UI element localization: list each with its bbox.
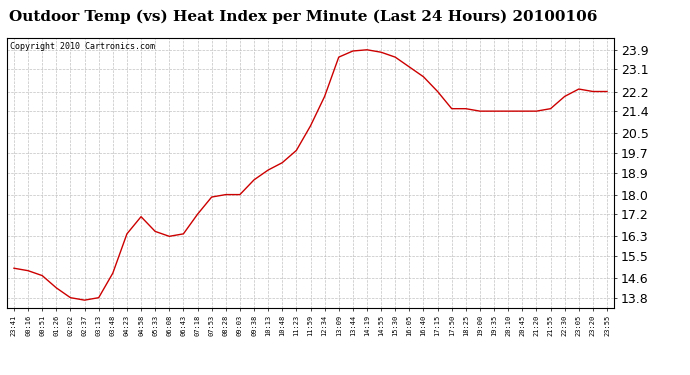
Text: Copyright 2010 Cartronics.com: Copyright 2010 Cartronics.com <box>10 42 155 51</box>
Text: Outdoor Temp (vs) Heat Index per Minute (Last 24 Hours) 20100106: Outdoor Temp (vs) Heat Index per Minute … <box>10 9 598 24</box>
